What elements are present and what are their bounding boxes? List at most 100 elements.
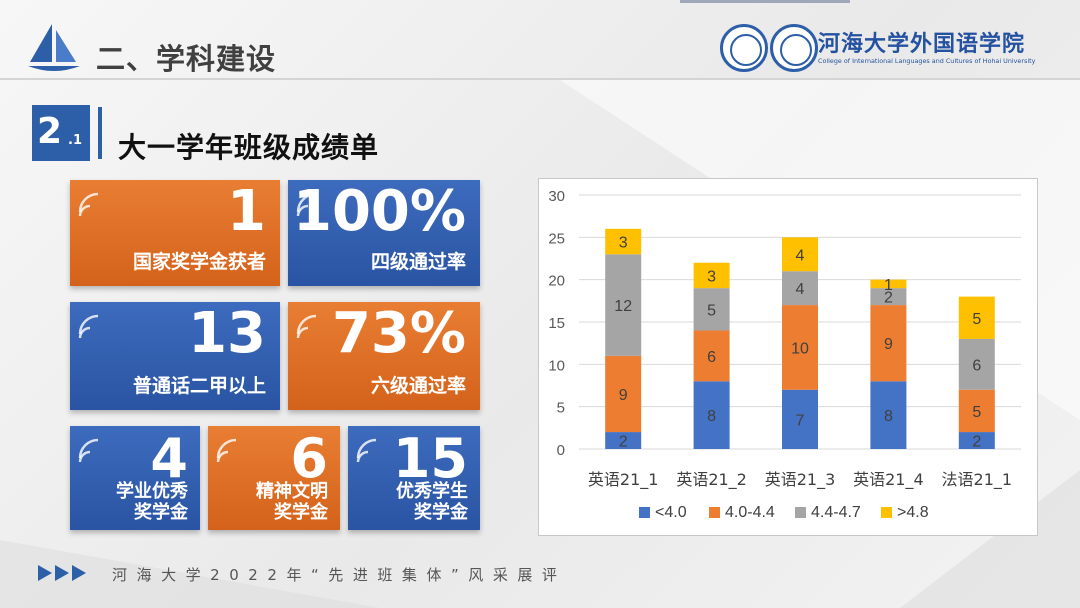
wave-arcs-icon <box>356 438 377 463</box>
data-label: 2 <box>972 434 981 451</box>
top-accent-line <box>680 0 850 3</box>
footer-slogan: 河 海 大 学 2 0 2 2 年 “ 先 进 班 集 体 ” 风 采 展 评 <box>112 566 557 584</box>
stat-label-line2: 奖学金 <box>274 502 328 524</box>
stat-card-cet6: 73% 六级通过率 <box>288 302 480 410</box>
stat-card-spirit-scholarship: 6 精神文明 奖学金 <box>208 426 340 530</box>
bar-segment <box>693 288 730 331</box>
y-tick-label: 20 <box>548 273 565 290</box>
logo-name: 河海大学外国语学院 <box>818 31 1026 57</box>
data-label: 2 <box>884 290 893 307</box>
triple-arrow-icon <box>38 565 86 581</box>
stat-label-line2: 奖学金 <box>414 502 468 524</box>
wave-arcs-icon <box>78 192 99 217</box>
stat-label-line1: 优秀学生 <box>396 480 468 502</box>
data-label: 3 <box>619 235 628 252</box>
x-tick-label: 英语21_4 <box>853 470 924 490</box>
legend-swatch <box>795 507 806 518</box>
stat-value: 4 <box>150 427 188 490</box>
bar-segment <box>693 330 730 382</box>
stat-value: 13 <box>188 302 266 366</box>
bar-segment <box>870 279 907 289</box>
data-label: 4 <box>796 247 805 264</box>
stat-value: 73% <box>331 302 466 366</box>
university-seal-icon <box>720 24 768 72</box>
data-label: 8 <box>707 408 716 425</box>
legend-swatch <box>639 507 650 518</box>
wave-arcs-icon <box>296 314 317 339</box>
college-emblem-icon <box>770 24 818 72</box>
stat-label-line1: 学业优秀 <box>116 480 188 502</box>
stat-card-national-scholarship: 1 国家奖学金获者 <box>70 180 280 286</box>
y-tick-label: 0 <box>557 442 565 459</box>
data-label: 2 <box>619 434 628 451</box>
data-label: 1 <box>884 277 893 294</box>
data-label: 5 <box>972 311 981 328</box>
data-label: 9 <box>619 387 628 404</box>
bar-segment <box>605 432 642 449</box>
stat-value: 100% <box>292 180 466 244</box>
data-label: 8 <box>884 408 893 425</box>
stacked-bar-chart: 0 5 10 15 20 25 30 2 9 12 3 英语21_1 8 6 5 3 英语21_2 7 10 4 4 英语… <box>538 178 1038 536</box>
x-tick-label: 英语21_2 <box>676 470 747 490</box>
data-label: 6 <box>707 349 716 366</box>
bar-segment <box>870 288 907 306</box>
stat-label: 精神文明 奖学金 <box>256 481 328 524</box>
stat-label-line2: 奖学金 <box>134 502 188 524</box>
section-number: 2 <box>37 111 63 152</box>
university-logo: 河海大学外国语学院 College of International Langu… <box>720 22 1050 74</box>
bar-segment <box>693 262 730 289</box>
legend-label: <4.0 <box>655 504 687 521</box>
page-title: 二、学科建设 <box>96 42 277 76</box>
bar-segment <box>782 237 818 272</box>
y-tick-label: 15 <box>548 315 565 332</box>
legend-label: 4.0-4.4 <box>725 504 775 521</box>
legend-swatch <box>881 507 892 518</box>
legend-label: 4.4-4.7 <box>811 504 861 521</box>
bar-segment <box>693 381 730 449</box>
section-title: 大一学年班级成绩单 <box>118 131 380 164</box>
bar-segment <box>782 305 818 390</box>
y-tick-label: 25 <box>548 230 565 247</box>
stat-label: 学业优秀 奖学金 <box>116 481 188 524</box>
bar-segment <box>870 381 907 449</box>
bar-segment <box>605 355 642 433</box>
data-label: 3 <box>707 268 716 285</box>
stat-value: 15 <box>392 427 468 490</box>
wave-arcs-icon <box>78 438 99 463</box>
section-sub-number: .1 <box>68 133 82 148</box>
stat-value: 6 <box>290 427 328 490</box>
x-tick-label: 英语21_3 <box>765 470 836 490</box>
chart-canvas: 05101520253029123英语21_18653英语21_271044英语… <box>548 188 1021 521</box>
bar-segment <box>782 389 818 449</box>
legend-label: >4.8 <box>897 504 929 521</box>
bar-segment <box>605 228 642 255</box>
data-label: 7 <box>796 412 805 429</box>
stat-card-mandarin: 13 普通话二甲以上 <box>70 302 280 410</box>
data-label: 12 <box>614 298 632 315</box>
y-tick-label: 5 <box>557 400 565 417</box>
data-label: 9 <box>884 336 893 353</box>
legend-swatch <box>709 507 720 518</box>
bar-segment <box>958 296 995 339</box>
wave-arcs-icon <box>216 438 237 463</box>
bar-segment <box>605 254 642 356</box>
section-number-badge: 2 .1 <box>32 105 90 161</box>
bar-segment <box>958 432 995 449</box>
data-label: 5 <box>972 404 981 421</box>
data-label: 4 <box>796 281 805 298</box>
wave-arcs-icon <box>296 192 317 217</box>
stat-value: 1 <box>227 180 266 244</box>
bar-segment <box>782 271 818 306</box>
data-label: 5 <box>707 302 716 319</box>
stat-label: 优秀学生 奖学金 <box>396 481 468 524</box>
y-tick-label: 30 <box>548 188 565 205</box>
stat-card-academic-scholarship: 4 学业优秀 奖学金 <box>70 426 200 530</box>
data-label: 6 <box>972 357 981 374</box>
bar-segment <box>870 305 907 382</box>
stat-label: 普通话二甲以上 <box>132 375 266 397</box>
bar-segment <box>958 389 995 433</box>
data-label: 10 <box>791 340 809 357</box>
y-tick-label: 10 <box>548 357 565 374</box>
logo-subtitle: College of International Languages and C… <box>818 57 1036 65</box>
wave-arcs-icon <box>78 314 99 339</box>
